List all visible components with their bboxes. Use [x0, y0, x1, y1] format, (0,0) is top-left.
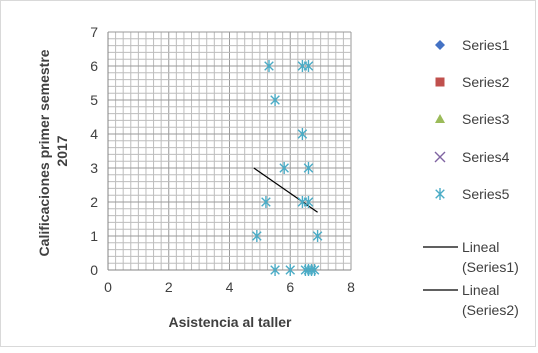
- y-tick-label: 2: [90, 194, 98, 210]
- legend: Series1 Series2 Series3 Series4 Series5 Linea…: [423, 37, 519, 318]
- data-point: [270, 264, 280, 276]
- x-tick-label: 2: [165, 279, 173, 295]
- legend-label: Series3: [462, 111, 510, 127]
- tick-labels: 0 2 4 6 8 0 1 2 3 4 5 6 7: [90, 24, 355, 295]
- legend-label: Series4: [462, 149, 510, 165]
- data-point: [297, 128, 308, 140]
- legend-trend-label: Lineal: [462, 239, 499, 255]
- y-tick-label: 1: [90, 228, 98, 244]
- y-tick-label: 6: [90, 58, 98, 74]
- legend-trend-label: (Series2): [462, 302, 519, 318]
- data-point: [312, 230, 323, 242]
- data-point: [252, 230, 262, 242]
- y-axis-title: Calificaciones primer semestre 2017: [36, 46, 70, 257]
- data-points: [252, 60, 323, 276]
- y-tick-label: 5: [90, 92, 98, 108]
- y-tick-label: 4: [90, 126, 98, 142]
- data-point: [303, 162, 314, 174]
- data-point: [279, 162, 289, 174]
- data-point: [309, 264, 320, 276]
- legend-trend-label: Lineal: [462, 282, 499, 298]
- legend-label: Series2: [462, 74, 510, 90]
- data-point: [261, 196, 271, 208]
- legend-marker: [435, 188, 445, 200]
- legend-label: Series5: [462, 186, 510, 202]
- y-tick-label: 3: [90, 160, 98, 176]
- scatter-chart: 0 2 4 6 8 0 1 2 3 4 5 6 7 Asistencia al taller Calif…: [36, 24, 519, 330]
- x-tick-label: 8: [347, 279, 355, 295]
- data-point: [270, 94, 280, 106]
- axes: [107, 32, 351, 271]
- y-axis-title-line1: Calificaciones primer semestre: [36, 49, 52, 256]
- y-tick-label: 7: [90, 24, 98, 40]
- legend-marker: [434, 151, 446, 163]
- legend-label: Series1: [462, 37, 510, 53]
- legend-marker: [435, 40, 445, 50]
- gridlines: [107, 31, 352, 271]
- x-tick-label: 4: [226, 279, 234, 295]
- x-tick-label: 6: [286, 279, 294, 295]
- chart-frame: 0 2 4 6 8 0 1 2 3 4 5 6 7 Asistencia al taller Calif…: [0, 0, 536, 347]
- data-point: [285, 264, 296, 276]
- y-axis-title-line2: 2017: [54, 135, 70, 166]
- y-tick-label: 0: [90, 262, 98, 278]
- legend-marker: [435, 114, 445, 123]
- legend-trend-label: (Series1): [462, 259, 519, 275]
- trendline: [253, 167, 318, 213]
- legend-marker: [435, 77, 445, 87]
- data-point: [303, 60, 314, 72]
- x-tick-label: 0: [104, 279, 112, 295]
- data-point: [264, 60, 274, 72]
- x-axis-title: Asistencia al taller: [169, 314, 293, 330]
- trendlines: [253, 167, 318, 213]
- data-point: [303, 196, 314, 208]
